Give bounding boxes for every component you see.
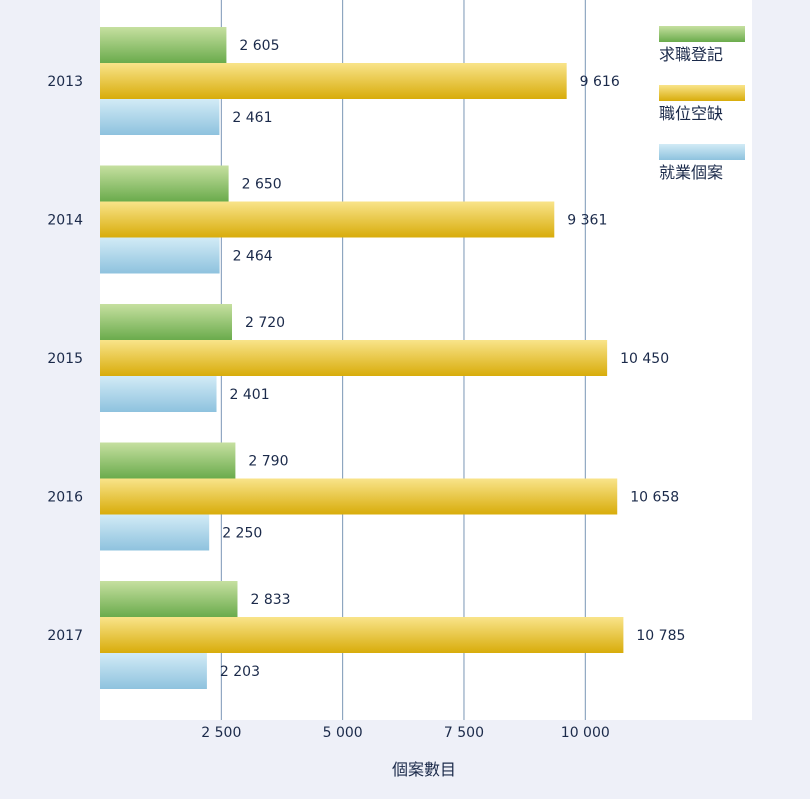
y-category-label: 2017	[47, 628, 83, 644]
data-label: 2 250	[222, 526, 262, 542]
bar	[100, 478, 618, 515]
bar	[100, 581, 238, 617]
legend-label: 職位空缺	[659, 104, 723, 123]
y-axis-categories: 2013 2014 2015 2016 2017	[47, 74, 83, 644]
x-axis-ticks: 2 500 5 000 7 500 10 000	[201, 725, 610, 741]
legend-swatch	[659, 85, 745, 101]
data-label: 10 450	[620, 351, 669, 367]
legend-swatch	[659, 144, 745, 160]
data-label: 10 658	[630, 490, 679, 506]
x-tick-label: 10 000	[561, 725, 610, 741]
bar	[100, 617, 624, 653]
data-label: 2 605	[239, 38, 279, 54]
bar	[100, 99, 220, 135]
bar	[100, 442, 236, 479]
bar	[100, 340, 608, 376]
x-axis-title: 個案數目	[392, 760, 456, 779]
bar	[100, 201, 555, 238]
bar	[100, 27, 227, 63]
y-category-label: 2015	[47, 351, 83, 367]
data-label: 2 401	[230, 387, 270, 403]
bar	[100, 514, 210, 551]
data-label: 10 785	[636, 628, 685, 644]
data-label: 2 203	[220, 664, 260, 680]
x-tick-label: 2 500	[201, 725, 241, 741]
bars: 2 605 9 616 2 461 2 650 9 361 2 464 2 720 10 45…	[100, 27, 685, 689]
bar	[100, 63, 567, 99]
data-label: 2 464	[233, 249, 273, 265]
data-label: 2 720	[245, 315, 285, 331]
bar	[100, 653, 207, 689]
legend-label: 就業個案	[659, 163, 723, 182]
bar	[100, 237, 220, 274]
legend-swatch	[659, 26, 745, 42]
y-category-label: 2014	[47, 213, 83, 229]
legend-label: 求職登記	[659, 45, 723, 64]
data-label: 9 616	[580, 74, 620, 90]
data-label: 2 461	[232, 110, 272, 126]
y-category-label: 2013	[47, 74, 83, 90]
bar	[100, 376, 217, 412]
data-label: 9 361	[567, 213, 607, 229]
data-label: 2 833	[250, 592, 290, 608]
x-tick-label: 5 000	[323, 725, 363, 741]
bar	[100, 165, 229, 202]
data-label: 2 790	[248, 454, 288, 470]
x-tick-label: 7 500	[444, 725, 484, 741]
data-label: 2 650	[242, 177, 282, 193]
bar	[100, 304, 233, 340]
y-category-label: 2016	[47, 490, 83, 506]
